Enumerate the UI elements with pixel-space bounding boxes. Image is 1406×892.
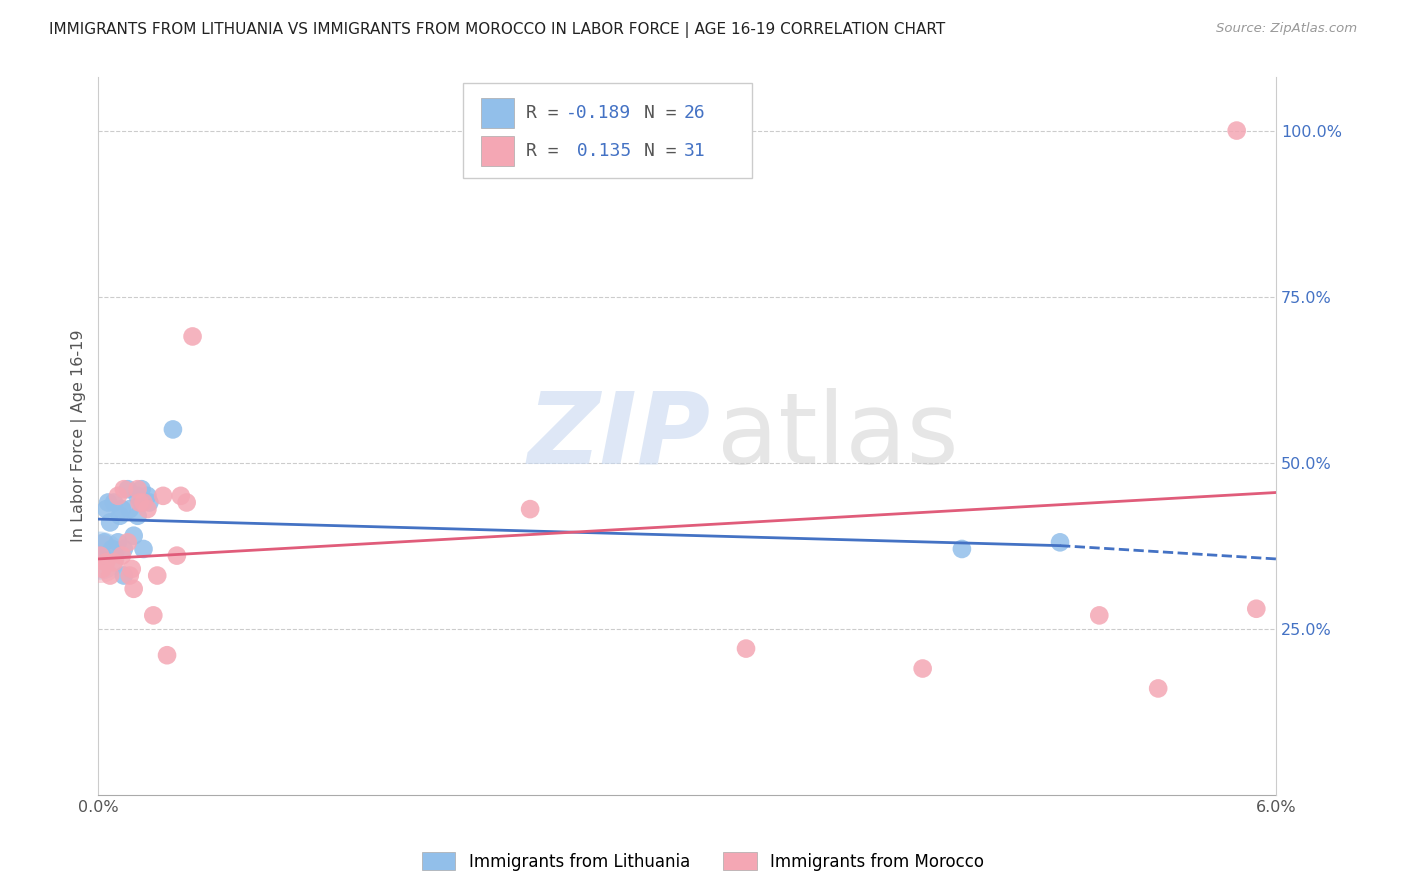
Point: [519, 502, 541, 516]
Text: 0.135: 0.135: [565, 142, 631, 160]
Point: [156, 648, 179, 663]
Point: [91, 562, 114, 576]
Point: [96, 555, 118, 569]
Text: 26: 26: [683, 103, 706, 121]
Point: [950, 541, 973, 556]
Point: [132, 495, 155, 509]
Point: [103, 495, 125, 509]
Point: [89, 552, 111, 566]
Point: [1147, 681, 1170, 696]
Point: [138, 495, 160, 509]
Point: [91, 549, 114, 563]
Point: [127, 508, 149, 523]
Point: [89, 549, 111, 563]
Legend: Immigrants from Lithuania, Immigrants from Morocco: Immigrants from Lithuania, Immigrants fr…: [413, 844, 993, 880]
Point: [118, 568, 141, 582]
Point: [122, 529, 145, 543]
Point: [117, 535, 139, 549]
Point: [911, 661, 934, 675]
Point: [142, 608, 165, 623]
Text: N =: N =: [644, 103, 688, 121]
Point: [96, 502, 118, 516]
Point: [111, 502, 134, 516]
Point: [112, 482, 135, 496]
FancyBboxPatch shape: [481, 97, 515, 128]
Y-axis label: In Labor Force | Age 16-19: In Labor Force | Age 16-19: [72, 330, 87, 542]
Text: atlas: atlas: [717, 387, 959, 484]
Point: [132, 541, 155, 556]
Point: [98, 568, 121, 582]
Text: -0.189: -0.189: [565, 103, 631, 121]
Text: 31: 31: [683, 142, 706, 160]
Point: [97, 495, 120, 509]
Point: [1049, 535, 1071, 549]
Point: [127, 489, 149, 503]
Point: [89, 549, 111, 563]
FancyBboxPatch shape: [464, 83, 752, 178]
Point: [128, 495, 150, 509]
Point: [93, 535, 115, 549]
Point: [112, 568, 135, 582]
Point: [101, 541, 124, 556]
Point: [146, 568, 169, 582]
Point: [136, 502, 159, 516]
Text: R =: R =: [526, 103, 569, 121]
Point: [176, 495, 198, 509]
Point: [136, 489, 159, 503]
Point: [111, 549, 134, 563]
Point: [122, 582, 145, 596]
Point: [1226, 123, 1249, 137]
Text: R =: R =: [526, 142, 581, 160]
Text: N =: N =: [644, 142, 688, 160]
Point: [117, 482, 139, 496]
Point: [118, 502, 141, 516]
Text: ZIP: ZIP: [527, 387, 710, 484]
Point: [1246, 601, 1268, 615]
Point: [98, 516, 121, 530]
Point: [108, 508, 131, 523]
FancyBboxPatch shape: [481, 136, 515, 166]
Point: [181, 329, 204, 343]
Point: [103, 555, 125, 569]
Point: [89, 549, 111, 563]
Point: [170, 489, 193, 503]
Point: [162, 422, 184, 436]
Point: [735, 641, 758, 656]
Point: [121, 562, 143, 576]
Point: [152, 489, 174, 503]
Point: [166, 549, 188, 563]
Point: [131, 495, 153, 509]
Point: [112, 541, 135, 556]
Point: [131, 482, 153, 496]
Point: [107, 489, 129, 503]
Text: IMMIGRANTS FROM LITHUANIA VS IMMIGRANTS FROM MOROCCO IN LABOR FORCE | AGE 16-19 : IMMIGRANTS FROM LITHUANIA VS IMMIGRANTS …: [49, 22, 945, 38]
Text: Source: ZipAtlas.com: Source: ZipAtlas.com: [1216, 22, 1357, 36]
Point: [127, 482, 149, 496]
Point: [107, 535, 129, 549]
Point: [1088, 608, 1111, 623]
